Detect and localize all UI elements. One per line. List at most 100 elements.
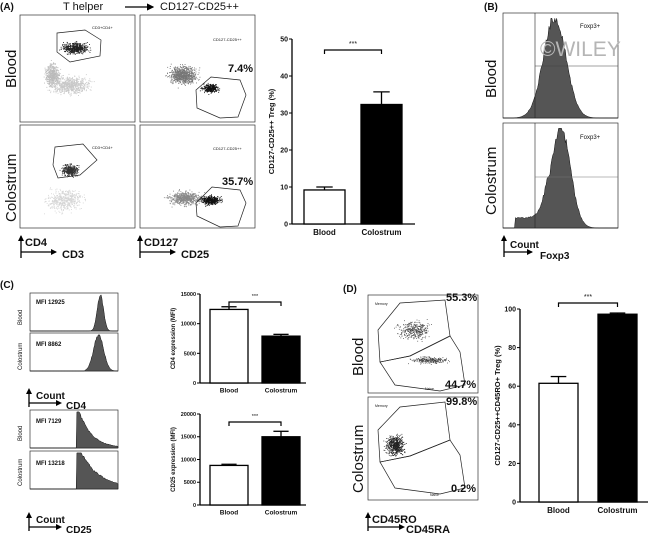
event-dot [74,49,76,51]
event-dot [213,200,214,202]
event-dot [88,83,90,84]
event-dot [68,77,70,79]
event-dot [200,198,202,199]
event-dot [210,200,212,202]
event-dot [82,53,84,55]
event-dot [186,78,188,80]
event-dot [75,44,77,46]
event-dot [173,71,175,73]
event-dot [177,201,179,203]
event-dot [65,81,66,82]
event-dot [218,91,220,93]
event-dot [180,194,182,195]
event-dot [49,67,51,68]
event-dot [55,72,56,74]
event-dot [418,322,420,323]
event-dot [183,197,185,199]
event-dot [194,70,196,71]
event-dot [200,199,202,201]
event-dot [71,203,73,205]
event-dot [169,200,171,202]
event-dot [74,43,76,45]
event-dot [76,49,78,51]
event-dot [73,200,75,202]
event-dot [61,198,63,200]
event-dot [57,205,59,207]
event-dot [54,201,55,203]
event-dot [75,85,77,87]
event-dot [53,67,55,69]
event-dot [62,47,64,49]
event-dot [71,193,73,194]
event-dot [69,51,71,52]
event-dot [414,337,415,339]
event-dot [66,200,68,202]
event-dot [208,85,209,86]
event-dot [78,88,80,89]
event-dot [71,199,73,201]
event-dot [188,196,190,198]
event-dot [81,82,83,84]
event-dot [57,200,59,202]
event-dot [49,85,51,87]
event-dot [69,80,71,82]
event-dot [69,95,71,97]
event-dot [71,173,73,175]
event-dot [60,198,62,200]
event-dot [45,77,47,79]
event-dot [57,89,58,91]
event-dot [184,68,186,69]
event-dot [205,202,207,204]
event-dot [78,95,79,96]
event-dot [204,203,206,205]
event-dot [66,165,68,167]
event-dot [75,207,77,209]
event-dot [65,190,66,192]
event-dot [65,196,67,198]
event-dot [74,169,76,171]
event-dot [68,172,70,174]
event-dot [214,196,215,197]
event-dot [422,325,424,326]
event-dot [215,203,217,204]
event-dot [206,84,207,86]
event-dot [67,200,68,202]
event-dot [57,77,59,79]
event-dot [178,196,180,198]
event-dot [191,81,192,82]
event-dot [68,198,69,200]
event-dot [82,82,84,84]
event-dot [79,47,81,49]
event-dot [79,45,81,47]
event-dot [206,88,208,90]
event-dot [63,202,64,204]
event-dot [73,89,75,91]
event-dot [70,171,72,173]
event-dot [44,200,46,202]
event-dot [184,80,185,82]
event-dot [419,335,421,336]
event-dot [184,66,185,67]
event-dot [69,171,70,173]
event-dot [210,90,212,92]
event-dot [56,198,58,200]
event-dot [68,196,70,198]
event-dot [184,67,186,69]
event-dot [55,82,57,84]
event-dot [72,172,74,173]
event-dot [72,53,74,55]
event-dot [184,201,186,203]
event-dot [221,200,223,201]
event-dot [54,73,56,75]
significance-stars: *** [349,41,357,48]
event-dot [175,201,177,203]
event-dot [55,89,57,91]
event-dot [62,192,64,194]
event-dot [206,198,208,200]
event-dot [64,91,65,93]
event-dot [55,201,57,203]
event-dot [80,208,82,209]
event-dot [54,82,55,84]
event-dot [84,89,85,91]
event-dot [77,51,79,53]
